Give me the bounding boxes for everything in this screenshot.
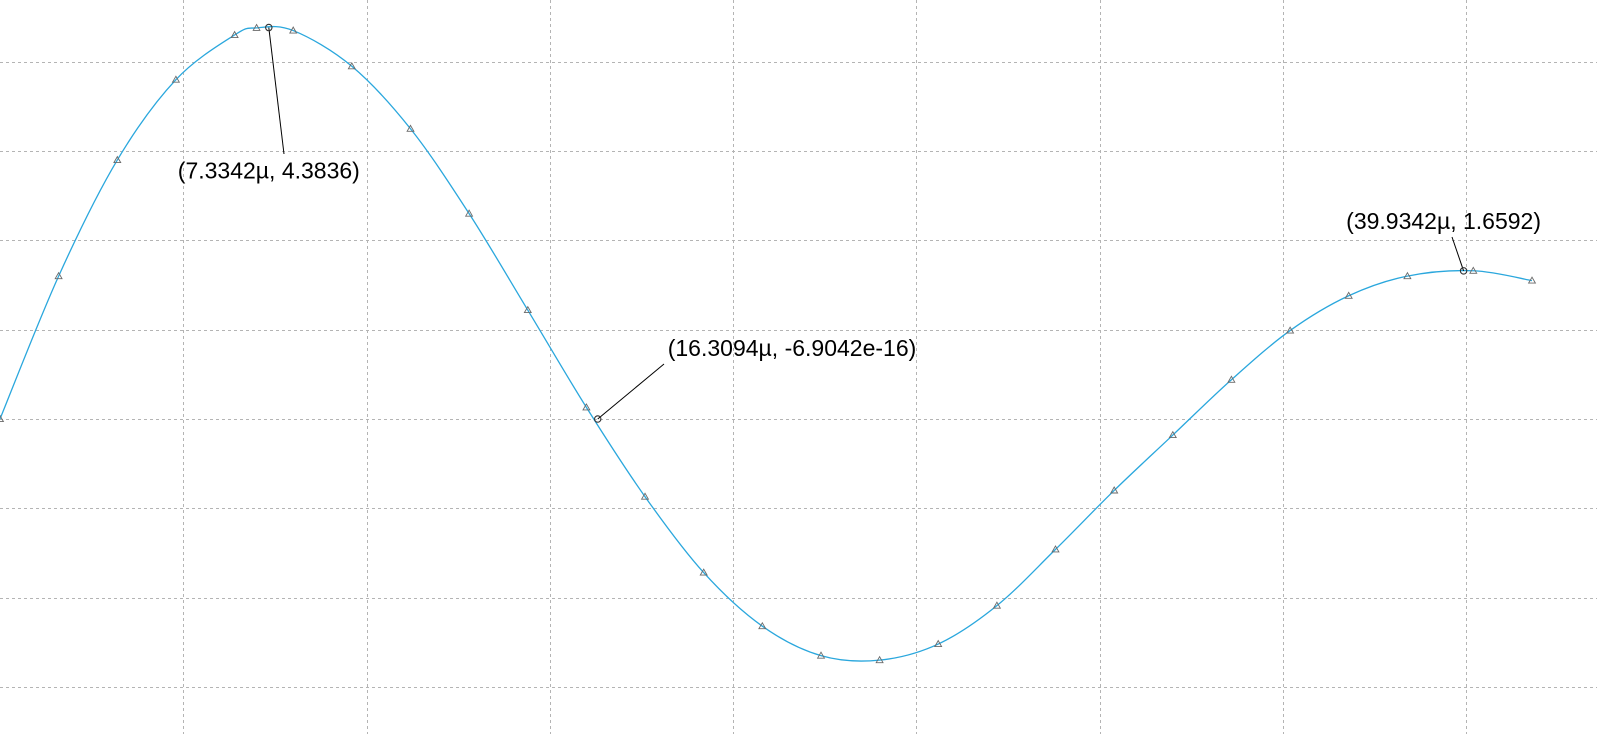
annotation-label: (7.3342µ, 4.3836) [178,158,360,184]
data-point-marker [1168,430,1177,439]
data-point-marker [289,26,298,34]
annotation-leader-line [1451,236,1465,271]
data-point-marker [1344,291,1353,299]
data-point-marker [1110,486,1119,494]
annotations: (7.3342µ, 4.3836) (16.3094µ, -6.9042e-16)… [178,23,1541,423]
data-point-marker [406,124,415,132]
data-point-marker [1285,326,1295,334]
annotation-label: (39.9342µ, 1.6592) [1346,208,1541,234]
data-point-marker [934,639,943,648]
data-point-marker [1527,276,1537,284]
annotation-marker [1459,267,1468,275]
data-point-marker [171,75,181,83]
data-point-marker [230,30,239,39]
data-point-marker [113,155,122,164]
data-point-marker [464,209,474,217]
data-point-marker [523,305,532,314]
data-point-marker [54,271,63,280]
data-markers [0,23,1537,664]
data-point-marker [582,403,591,411]
data-point-marker [992,601,1002,609]
data-point-marker [640,492,650,500]
annotation-marker [265,23,273,32]
data-point-marker [875,655,884,664]
data-point-marker [1051,545,1060,553]
data-point-marker [1403,271,1412,280]
data-point-marker [347,61,356,70]
data-point-marker [1469,266,1478,274]
data-point-marker [0,414,5,423]
annotation-leader-line [268,27,285,155]
data-point-marker [699,568,708,576]
data-point-marker [758,621,767,630]
annotation-label: (16.3094µ, -6.9042e-16) [668,335,917,361]
annotation-marker [593,415,602,423]
data-point-marker [1227,375,1236,383]
data-point-marker [252,23,261,31]
data-point-marker [816,651,826,659]
annotation-leader-line [597,363,665,420]
